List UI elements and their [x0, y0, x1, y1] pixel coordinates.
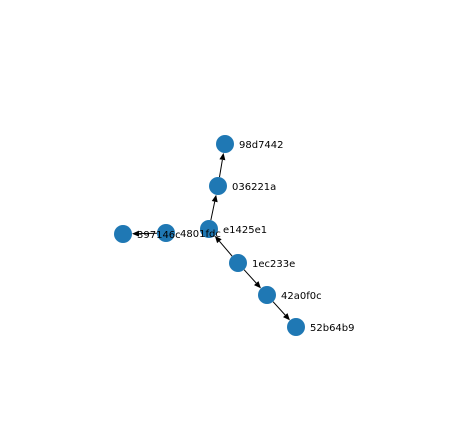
node-label-397146c: 397146c [137, 230, 181, 241]
node-label-e1425e1: e1425e1 [223, 225, 267, 236]
arrowhead-98d7442 [219, 152, 226, 161]
node-1ec233e[interactable] [229, 254, 247, 272]
node-42a0f0c[interactable] [258, 286, 276, 304]
node-label-4801fdc: 4801fdc [180, 229, 221, 240]
edge-e1425e1-036221a [210, 201, 216, 221]
edge-036221a-98d7442 [218, 159, 223, 178]
node-397146c[interactable] [114, 225, 132, 243]
nodes-layer [114, 135, 305, 336]
arrowhead-42a0f0c [254, 281, 261, 289]
node-52b64b9[interactable] [287, 318, 305, 336]
node-label-036221a: 036221a [232, 182, 276, 193]
edge-1ec233e-e1425e1 [219, 240, 233, 257]
node-036221a[interactable] [209, 177, 227, 195]
node-label-52b64b9: 52b64b9 [310, 323, 355, 334]
edge-42a0f0c-52b64b9 [272, 301, 286, 316]
arrowhead-397146c [131, 230, 140, 237]
arrowhead-52b64b9 [283, 313, 290, 321]
node-label-1ec233e: 1ec233e [252, 259, 295, 270]
arrowhead-036221a [211, 194, 218, 203]
node-98d7442[interactable] [216, 135, 234, 153]
node-4801fdc[interactable] [157, 224, 175, 242]
node-label-42a0f0c: 42a0f0c [281, 291, 322, 302]
edges-layer [131, 152, 290, 321]
edge-1ec233e-42a0f0c [243, 269, 257, 284]
arrowhead-e1425e1 [214, 235, 222, 244]
node-label-98d7442: 98d7442 [239, 140, 284, 151]
node-e1425e1[interactable] [200, 220, 218, 238]
